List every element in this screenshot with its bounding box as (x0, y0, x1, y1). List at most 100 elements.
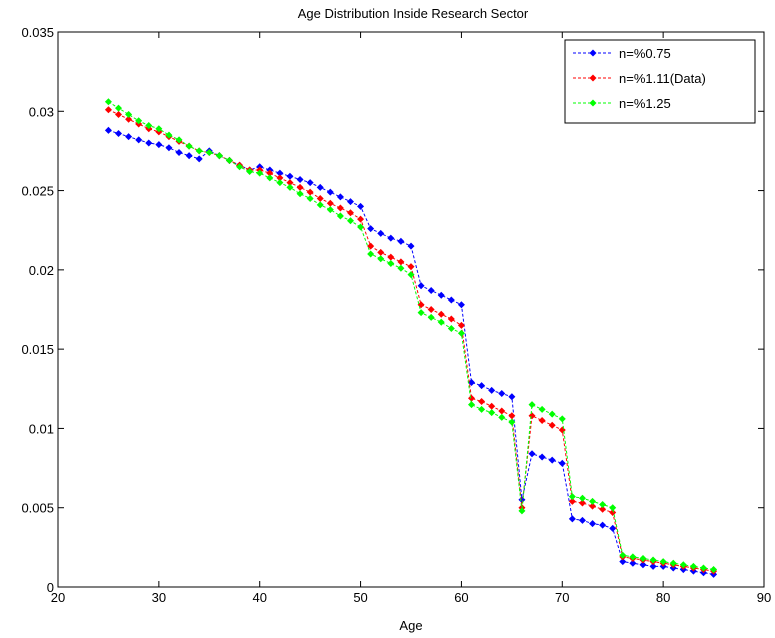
data-point (508, 418, 516, 426)
y-tick-label: 0 (47, 580, 54, 595)
data-point (437, 318, 445, 326)
data-point (437, 310, 445, 318)
data-point (336, 204, 344, 212)
data-point (427, 305, 435, 314)
data-point (296, 183, 304, 191)
x-tick-label: 40 (252, 590, 266, 605)
legend-entry: n=%1.11(Data) (573, 71, 706, 86)
data-point (377, 248, 385, 256)
data-point (578, 494, 586, 502)
data-point (407, 242, 415, 250)
data-point (689, 562, 697, 570)
data-point (195, 155, 203, 163)
data-point (478, 382, 486, 390)
data-point (649, 556, 657, 564)
data-point (488, 409, 496, 417)
x-tick-label: 60 (454, 590, 468, 605)
data-point (488, 402, 496, 410)
data-point (609, 524, 617, 532)
data-point (478, 405, 486, 413)
data-point (306, 179, 314, 187)
data-point (599, 501, 607, 509)
plot-frame (57, 31, 765, 588)
y-tick-label: 0.035 (21, 25, 54, 40)
data-point (145, 139, 153, 147)
chart-title: Age Distribution Inside Research Sector (298, 6, 529, 21)
legend-label: n=%1.25 (619, 96, 671, 111)
data-point (387, 253, 395, 261)
data-point (236, 163, 244, 171)
data-point (568, 493, 576, 501)
data-point (115, 129, 123, 137)
data-point (639, 561, 647, 569)
data-point (427, 313, 435, 321)
data-point (336, 212, 344, 220)
data-point (699, 564, 707, 572)
data-point (538, 405, 546, 413)
data-point (125, 133, 133, 141)
legend-entry: n=%1.25 (573, 96, 671, 111)
y-tick-label: 0.025 (21, 184, 54, 199)
data-point (195, 147, 203, 155)
data-point (488, 386, 496, 394)
data-point (498, 413, 506, 421)
data-point (357, 202, 365, 210)
data-point (589, 497, 597, 505)
data-point (457, 301, 465, 309)
data-point (115, 104, 123, 112)
data-point (427, 286, 435, 294)
data-point (115, 110, 123, 118)
data-point (155, 141, 163, 149)
data-point (457, 329, 465, 337)
data-point (316, 201, 324, 209)
x-axis-label: Age (399, 618, 422, 633)
data-point (619, 558, 627, 566)
data-point (589, 520, 597, 528)
data-point (306, 188, 314, 196)
data-point (679, 561, 687, 569)
data-point (104, 106, 112, 114)
data-point (246, 168, 254, 176)
legend-marker (589, 74, 597, 82)
data-point (457, 321, 465, 329)
data-point (387, 234, 395, 242)
data-point (599, 521, 607, 529)
x-tick-label: 80 (656, 590, 670, 605)
data-point (417, 309, 425, 317)
data-point (286, 183, 294, 191)
data-point (609, 508, 617, 516)
legend-marker (589, 49, 597, 57)
y-tick-label: 0.015 (21, 342, 54, 357)
data-point (125, 115, 133, 123)
data-point (326, 199, 334, 207)
data-point (629, 559, 637, 567)
data-point (397, 237, 405, 245)
data-point (175, 149, 183, 157)
data-point (397, 264, 405, 272)
data-point (619, 551, 627, 559)
data-point (710, 566, 718, 574)
data-point (387, 260, 395, 268)
y-tick-label: 0.01 (29, 421, 54, 436)
data-point (629, 553, 637, 561)
x-tick-label: 90 (757, 590, 771, 605)
data-point (346, 198, 354, 206)
x-tick-label: 30 (152, 590, 166, 605)
data-point (417, 282, 425, 290)
data-point (498, 390, 506, 398)
series-1 (104, 126, 718, 578)
data-point (296, 190, 304, 198)
data-point (145, 122, 153, 130)
data-point (437, 291, 445, 299)
data-point (599, 505, 607, 513)
data-point (367, 250, 375, 258)
data-point (266, 174, 274, 182)
data-point (407, 271, 415, 279)
data-point (568, 497, 576, 505)
x-tick-label: 20 (51, 590, 65, 605)
data-point (135, 136, 143, 144)
data-point (256, 169, 264, 177)
y-tick-label: 0.02 (29, 263, 54, 278)
data-point (326, 206, 334, 214)
